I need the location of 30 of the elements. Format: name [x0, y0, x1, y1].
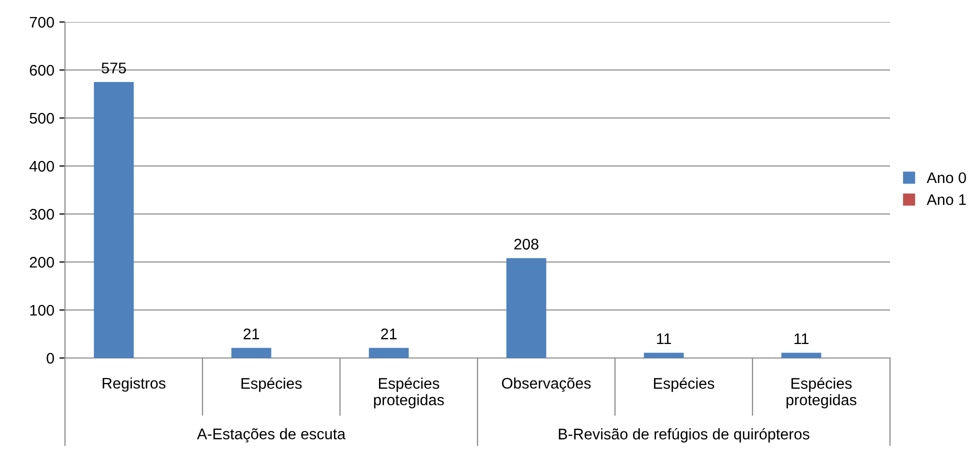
text: B-Revisão de refúgios de quirópteros [558, 428, 810, 442]
data-label: 21 [381, 328, 397, 340]
bar [94, 82, 134, 358]
data-label: 575 [102, 62, 126, 74]
bar [781, 352, 822, 358]
x-tick-label: Espécies [242, 377, 302, 392]
x-tick-label: Registros [102, 377, 166, 392]
text: A-Estações de escuta [196, 428, 346, 442]
y-tick-label: 400 [29, 160, 54, 172]
x-tick-label: Espécies protegidas [374, 377, 444, 408]
data-label: 11 [794, 333, 808, 344]
bar [506, 258, 546, 358]
x-tick-label: Espécies [654, 377, 714, 392]
y-tick-label: 700 [30, 16, 54, 28]
legend-label: Ano 0 [926, 172, 966, 184]
y-tick-label: 100 [30, 304, 54, 316]
y-tick-label: 200 [30, 256, 54, 268]
y-tick-label: 300 [30, 208, 54, 220]
data-label: 208 [514, 238, 538, 250]
bar [644, 352, 684, 358]
bar [368, 348, 409, 358]
data-label: 21 [244, 328, 260, 340]
x-tick-label: Espécies protegidas [786, 377, 856, 408]
y-tick-label: 500 [30, 112, 54, 124]
y-tick-label: 600 [30, 64, 54, 76]
y-tick-label: 0 [46, 352, 54, 364]
legend-label: Ano 1 [926, 194, 966, 206]
bar [231, 348, 272, 358]
data-label: 11 [657, 333, 671, 344]
x-tick-label: Observações [502, 377, 591, 392]
